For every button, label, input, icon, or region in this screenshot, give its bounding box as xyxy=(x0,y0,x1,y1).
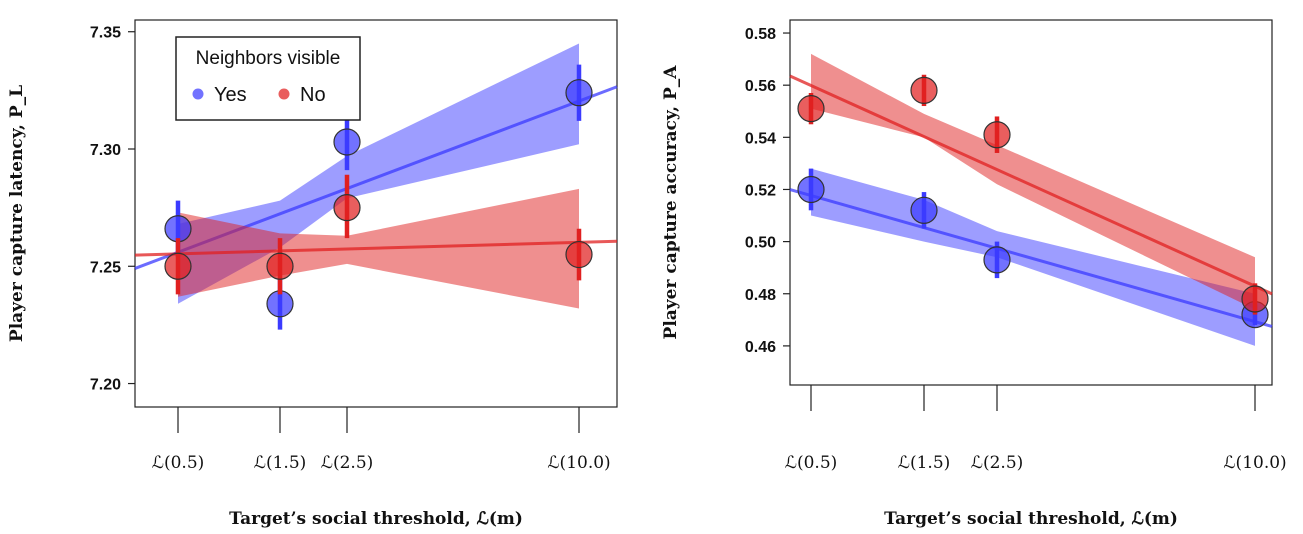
accuracy-chart: 0.46 0.48 0.50 0.52 0.54 0.56 0.58 ℒ(0.5) ℒ(1.5)… xyxy=(661,19,1287,529)
data-point-yes xyxy=(983,246,1011,274)
data-point-yes xyxy=(565,79,593,107)
data-point-no xyxy=(1241,285,1269,313)
y-tick-label: 0.46 xyxy=(745,339,776,356)
data-point-no xyxy=(164,252,192,280)
data-point-no xyxy=(266,252,294,280)
data-point-yes xyxy=(164,215,192,243)
data-point-yes xyxy=(797,175,825,204)
data-point-no xyxy=(910,76,938,104)
data-point-yes xyxy=(266,290,294,318)
y-tick-label: 0.56 xyxy=(745,78,776,95)
plot-frame xyxy=(134,19,618,408)
legend-box xyxy=(175,36,361,121)
y-tick-label: 0.58 xyxy=(745,26,776,43)
fit-line-yes xyxy=(789,188,1273,328)
y-axis-title: Player capture accuracy, P_A xyxy=(661,65,681,340)
y-tick-label: 7.35 xyxy=(90,25,121,42)
data-point-no xyxy=(797,95,825,123)
y-tick-label: 0.50 xyxy=(745,235,776,252)
fit-line-no xyxy=(134,239,618,257)
legend-marker-yes xyxy=(192,88,204,100)
x-tick-label: ℒ(1.5) xyxy=(898,453,951,473)
x-tick-label: ℒ(2.5) xyxy=(321,453,374,473)
plot-frame xyxy=(789,19,1273,386)
legend-marker-no xyxy=(278,88,290,100)
x-tick-label: ℒ(0.5) xyxy=(152,453,205,473)
x-tick-label: ℒ(0.5) xyxy=(785,453,838,473)
y-tick-label: 7.30 xyxy=(90,142,121,159)
x-tick-label: ℒ(2.5) xyxy=(971,453,1024,473)
data-point-yes xyxy=(333,128,361,156)
data-point-no xyxy=(333,194,361,222)
x-tick-label: ℒ(10.0) xyxy=(547,453,610,473)
y-tick-label: 0.48 xyxy=(745,287,776,304)
data-point-no xyxy=(983,121,1011,149)
y-axis-title: Player capture latency, P_L xyxy=(7,85,27,342)
x-axis-title: Target’s social threshold, ℒ(m) xyxy=(884,509,1178,529)
legend: Neighbors visible Yes No xyxy=(175,36,361,121)
y-tick-label: 0.52 xyxy=(745,182,776,199)
x-tick-label: ℒ(10.0) xyxy=(1223,453,1286,473)
latency-chart: 7.20 7.25 7.30 7.35 ℒ(0.5) ℒ(1.5) ℒ(2.5) ℒ(10.0… xyxy=(7,19,618,529)
y-tick-label: 7.25 xyxy=(90,259,121,276)
legend-label-no: No xyxy=(300,84,326,106)
y-tick-label: 7.20 xyxy=(90,377,121,394)
data-point-no xyxy=(565,240,593,269)
x-axis-title: Target’s social threshold, ℒ(m) xyxy=(229,509,523,529)
x-tick-label: ℒ(1.5) xyxy=(254,453,307,473)
legend-title: Neighbors visible xyxy=(196,48,341,69)
fit-line-no xyxy=(789,74,1273,296)
data-point-yes xyxy=(910,196,938,224)
legend-label-yes: Yes xyxy=(214,84,247,106)
confidence-band-no xyxy=(811,53,1255,310)
y-tick-label: 0.54 xyxy=(745,130,776,147)
